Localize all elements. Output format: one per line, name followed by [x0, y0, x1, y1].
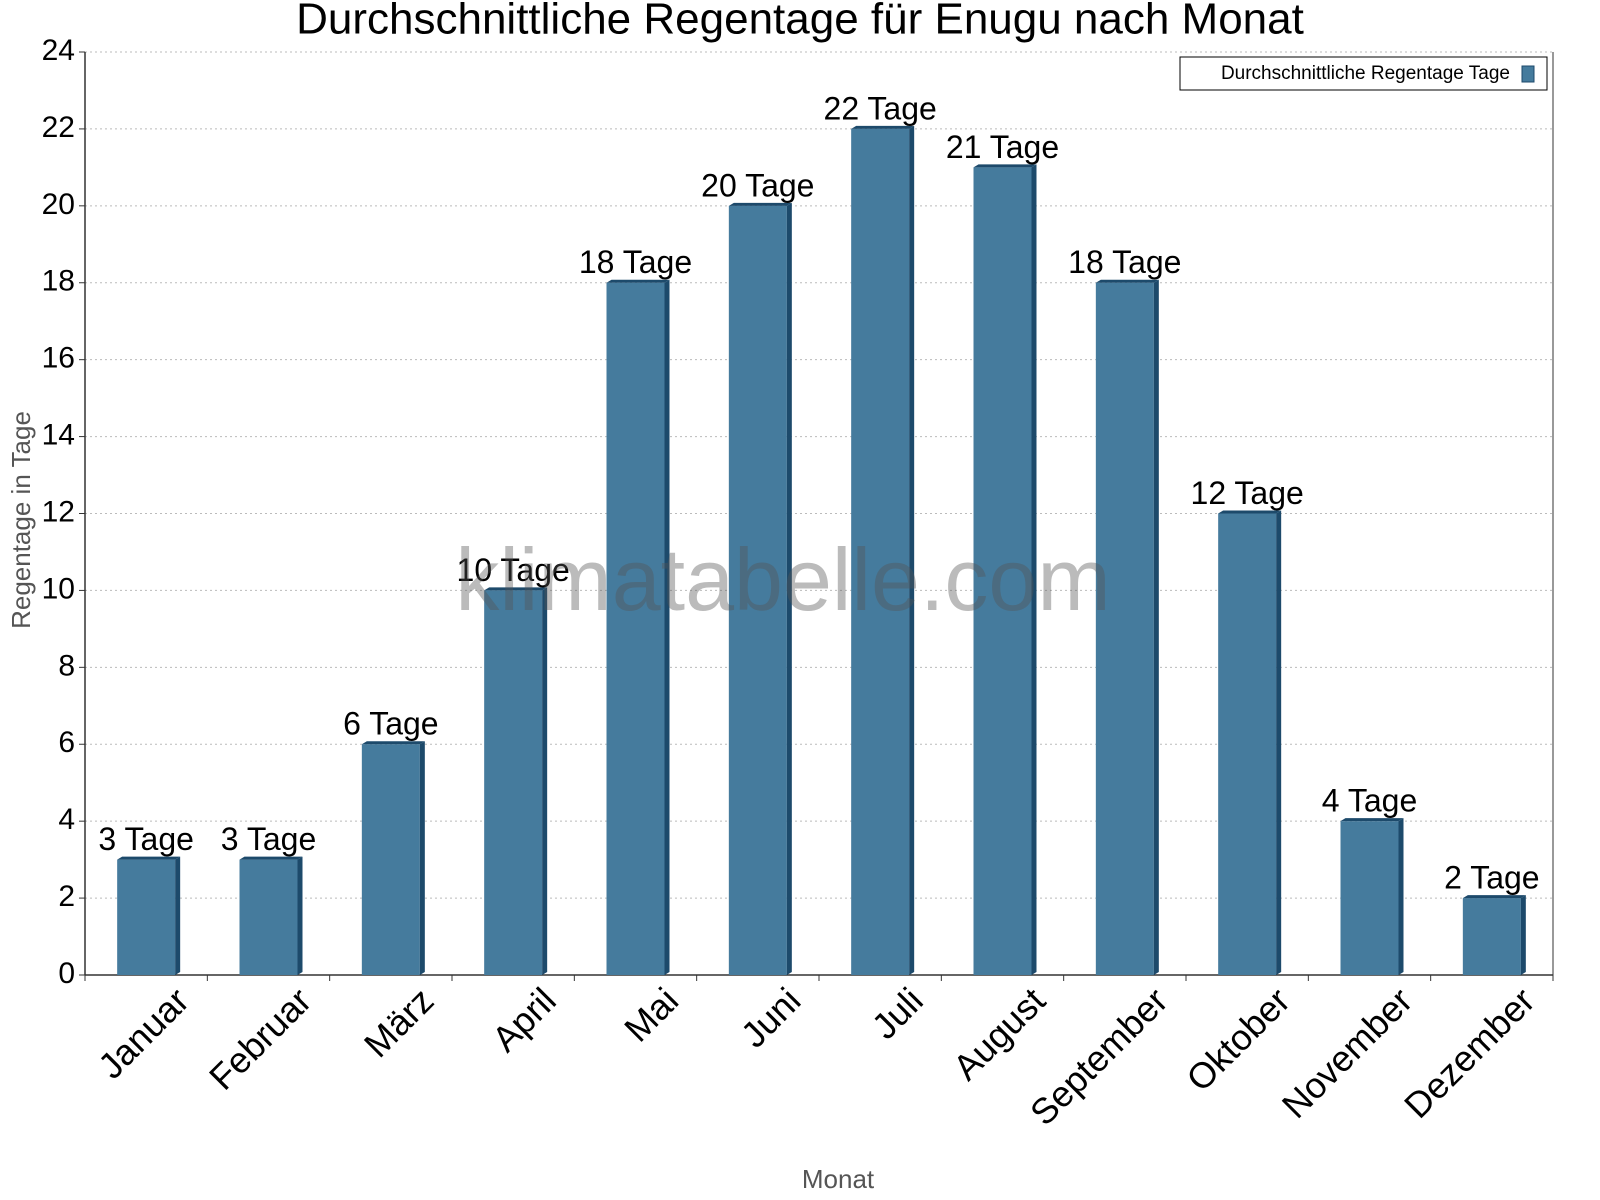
value-label: 10 Tage [457, 552, 570, 588]
value-label: 4 Tage [1322, 783, 1418, 819]
bar-side [1276, 510, 1282, 975]
bar [239, 859, 298, 975]
bar [1340, 821, 1399, 975]
value-label: 2 Tage [1444, 860, 1540, 896]
y-tick-label: 2 [58, 880, 75, 913]
legend-swatch [1521, 65, 1535, 83]
bar-top [1340, 818, 1404, 822]
x-tick-label: Juli [864, 980, 931, 1047]
value-label: 6 Tage [343, 706, 439, 742]
legend-box [1179, 56, 1548, 91]
bar-side [542, 587, 548, 975]
bar-side [1520, 895, 1526, 975]
chart-title: Durchschnittliche Regentage für Enugu na… [296, 0, 1304, 44]
x-tick-label: April [484, 980, 564, 1060]
watermark: klimatabelle.com [455, 530, 1110, 629]
x-tick-label: Februar [201, 980, 319, 1098]
bar [606, 282, 665, 975]
y-tick-label: 8 [58, 649, 75, 682]
bar-side [175, 856, 181, 975]
bar-top [1462, 895, 1526, 899]
bar-top [117, 856, 181, 860]
y-tick-label: 14 [42, 419, 75, 452]
bar [117, 859, 176, 975]
bar-side [1153, 279, 1159, 975]
bar-top [1218, 510, 1282, 514]
value-label: 3 Tage [98, 821, 194, 857]
y-tick-label: 4 [58, 803, 75, 836]
bar [1095, 282, 1154, 975]
bar-side [1031, 164, 1037, 975]
value-label: 22 Tage [824, 90, 937, 126]
legend: Durchschnittliche Regentage Tage [1179, 56, 1548, 91]
y-tick-label: 24 [42, 34, 75, 67]
value-label: 20 Tage [701, 167, 814, 203]
y-tick-label: 16 [42, 342, 75, 375]
bar-top [361, 741, 425, 745]
bar [851, 128, 910, 975]
value-label: 12 Tage [1191, 475, 1304, 511]
x-tick-label: August [945, 980, 1053, 1088]
bar-top [1095, 279, 1159, 283]
y-axis-label: Regentage in Tage [6, 411, 36, 629]
y-tick-label: 10 [42, 572, 75, 605]
x-tick-label: Juni [733, 980, 809, 1056]
y-tick-label: 18 [42, 265, 75, 298]
bar-top [851, 125, 915, 129]
y-tick-label: 6 [58, 726, 75, 759]
value-label: 3 Tage [221, 821, 317, 857]
bar [484, 590, 543, 975]
bar [1218, 513, 1277, 975]
x-tick-label: März [356, 980, 442, 1066]
bar-side [786, 202, 792, 976]
x-tick-label: Mai [616, 980, 686, 1050]
bar-side [1398, 818, 1404, 975]
x-axis-label: Monat [802, 1164, 875, 1194]
bar-side [909, 125, 915, 975]
bar-side [664, 279, 670, 975]
bar-top [973, 164, 1037, 168]
bar [1462, 898, 1521, 975]
bar-top [728, 202, 792, 206]
bar [728, 205, 787, 976]
bar [361, 744, 420, 975]
legend-label: Durchschnittliche Regentage Tage [1221, 63, 1510, 84]
bar [973, 167, 1032, 975]
y-tick-label: 22 [42, 111, 75, 144]
y-tick-label: 20 [42, 188, 75, 221]
y-tick-label: 0 [58, 957, 75, 990]
bar-side [297, 856, 303, 975]
x-tick-label: November [1274, 980, 1420, 1126]
x-tick-label: Januar [90, 980, 197, 1087]
value-label: 21 Tage [946, 129, 1059, 165]
bar-top [606, 279, 670, 283]
y-tick-label: 12 [42, 495, 75, 528]
bar-top [239, 856, 303, 860]
x-tick-label: Oktober [1178, 980, 1298, 1100]
value-label: 18 Tage [579, 244, 692, 280]
value-label: 18 Tage [1068, 244, 1181, 280]
x-tick-label: Dezember [1396, 980, 1542, 1126]
bar-side [419, 741, 425, 975]
bar-top [484, 587, 548, 591]
